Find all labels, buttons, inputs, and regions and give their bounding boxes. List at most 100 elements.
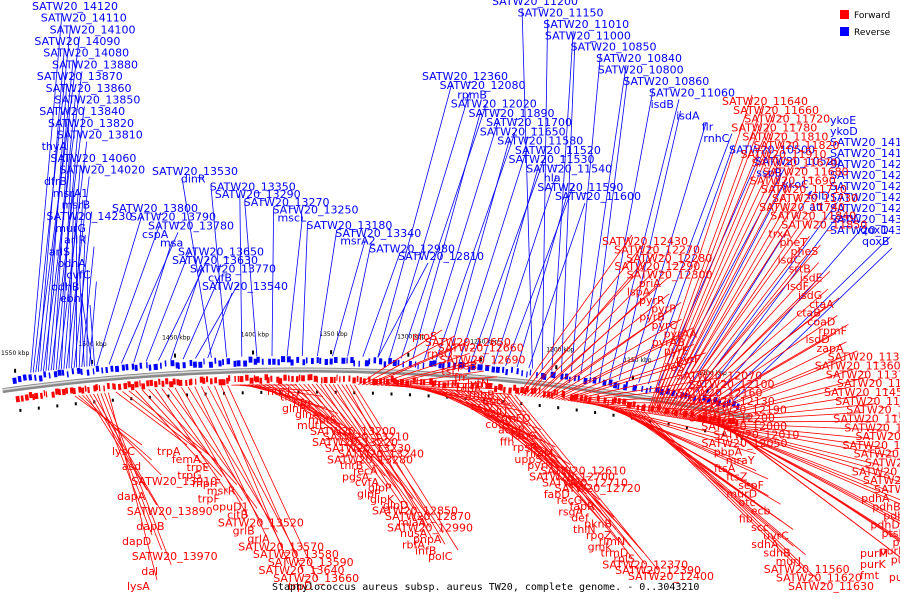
leader-line — [693, 368, 856, 421]
gene-label: gmk — [588, 541, 613, 554]
gene-label: hla — [544, 172, 561, 185]
forward-feature — [301, 375, 305, 382]
gene-label: pyrP — [651, 302, 676, 315]
forward-feature — [533, 387, 537, 394]
reverse-feature — [218, 360, 222, 367]
gene-label: SATW20_12700 — [529, 471, 615, 484]
leader-line — [733, 247, 893, 401]
forward-feature — [431, 380, 435, 387]
gene-label: SATW20_14230 — [46, 210, 132, 223]
reverse-feature — [397, 359, 400, 366]
leader-line — [349, 384, 446, 545]
minor-tick-mark — [371, 391, 374, 395]
reverse-feature — [101, 367, 104, 374]
reverse-feature — [236, 360, 241, 367]
reverse-feature — [302, 359, 306, 366]
leader-line — [68, 188, 75, 369]
gene-label: SATW20_12400 — [628, 570, 714, 583]
forward-feature — [309, 374, 313, 381]
forward-feature — [149, 379, 154, 386]
leader-line — [648, 103, 764, 413]
gene-label: ykoC — [782, 178, 809, 191]
gene-label: femA — [172, 453, 201, 466]
reverse-feature — [57, 369, 62, 376]
gene-label: SATW20_13540 — [202, 280, 288, 293]
leader-line — [135, 390, 208, 470]
gene-label: glpD — [383, 499, 409, 512]
gene-label: SATW20_11690 — [750, 174, 836, 187]
gene-label: SATW20_11050 — [865, 457, 900, 470]
forward-feature — [51, 391, 55, 398]
forward-feature — [178, 379, 183, 386]
reverse-feature — [480, 364, 483, 371]
forward-feature — [245, 374, 249, 381]
gene-label: SATW20_11520 — [515, 144, 601, 157]
gene-label: isdB — [651, 98, 674, 111]
gene-label: ptsI — [893, 536, 900, 549]
gene-label: pyrAB — [652, 336, 685, 349]
leader-line — [678, 279, 818, 419]
gene-label: SATW20_14180 — [830, 147, 900, 160]
forward-feature — [253, 375, 256, 382]
gene-label: SATW20_11000 — [545, 29, 631, 42]
gene-label-layer: SATW20_14120SATW20_14110SATW20_14100SATW… — [32, 0, 900, 593]
leader-line — [579, 402, 731, 404]
leader-line — [638, 133, 733, 383]
reverse-feature — [617, 383, 620, 390]
leader-line — [85, 394, 148, 491]
gene-label: SATW20_14060 — [50, 152, 136, 165]
minor-tick-mark — [334, 390, 337, 394]
gene-label: purE — [889, 571, 900, 584]
gene-label: SATW20_11090 — [854, 448, 900, 461]
leader-line — [696, 385, 855, 422]
gene-label: codY — [485, 418, 512, 431]
leader-line — [725, 426, 900, 542]
gene-label: acpP — [498, 424, 525, 437]
minor-tick-mark — [111, 398, 114, 402]
gene-label: ctaB — [796, 307, 821, 320]
gene-label: def — [571, 512, 590, 525]
gene-label: SATW20_12430 — [602, 235, 688, 248]
gene-label: SATW20_14310 — [830, 213, 900, 226]
forward-feature — [61, 388, 66, 396]
gene-label: pyrE — [664, 344, 689, 357]
forward-feature — [254, 376, 260, 383]
leader-line — [307, 383, 388, 488]
legend-forward-swatch — [840, 10, 849, 19]
gene-label: cvfA — [355, 476, 379, 489]
gene-label: ctaA — [809, 298, 834, 311]
gene-label: lysC — [112, 445, 135, 458]
leader-line — [347, 247, 371, 357]
leader-line — [637, 410, 794, 564]
leader-line — [724, 236, 891, 399]
forward-feature — [95, 384, 99, 391]
reverse-feature — [316, 357, 319, 364]
gene-label: trpF — [198, 493, 220, 506]
reverse-feature — [110, 365, 114, 372]
forward-feature — [480, 382, 483, 389]
minor-tick-mark — [297, 390, 300, 394]
gene-label: SATW20_11210 — [844, 421, 900, 434]
minor-tick-mark — [685, 425, 688, 429]
gene-label: ileS — [664, 361, 684, 374]
forward-feature — [169, 381, 174, 388]
leader-line — [688, 341, 847, 420]
leader-line — [449, 388, 560, 471]
leader-line — [599, 87, 654, 377]
gene-label: SATW20_11540 — [526, 162, 612, 175]
reverse-feature — [468, 366, 471, 373]
forward-feature — [307, 374, 311, 381]
minor-tick-mark — [74, 402, 77, 406]
gene-label: SATW20_13340 — [335, 227, 421, 240]
kbp-tick-mark — [555, 365, 558, 370]
forward-feature — [476, 382, 480, 389]
leader-line — [567, 369, 707, 402]
leader-line — [89, 281, 97, 367]
gene-label: SATW20_11700 — [486, 116, 572, 129]
leader-line — [377, 358, 483, 386]
forward-feature — [636, 404, 640, 411]
minor-tick-mark — [538, 404, 541, 407]
gene-label: msrB — [62, 199, 91, 212]
forward-feature — [239, 376, 244, 383]
reverse-feature — [505, 369, 509, 376]
